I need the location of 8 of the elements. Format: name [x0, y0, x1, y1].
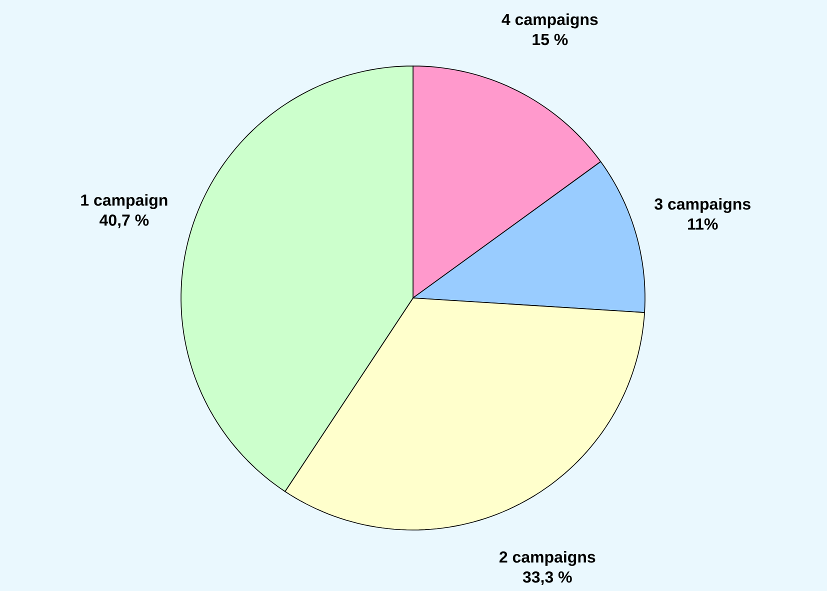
slice-label: 4 campaigns — [502, 13, 598, 28]
data-label: 40,7 % — [100, 214, 149, 228]
slice-label: 3 campaigns — [654, 198, 750, 213]
data-label: 15 % — [532, 34, 568, 46]
data-label: 11% — [688, 218, 718, 230]
slice-label: 2 campaigns — [499, 550, 596, 566]
slice-label: 1 campaign — [81, 194, 168, 210]
data-label: 33,3 % — [522, 571, 572, 586]
